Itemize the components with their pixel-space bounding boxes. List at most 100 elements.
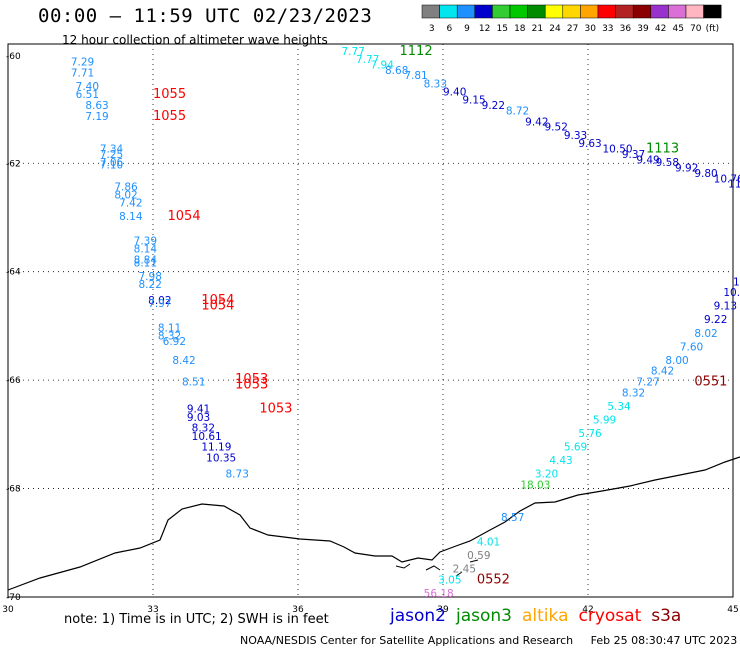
coast-islands <box>395 559 479 577</box>
wave-height-label: 8.42 <box>651 366 674 378</box>
lon-tick-label: 33 <box>147 605 158 615</box>
wave-height-label: 1055 <box>153 109 186 124</box>
coastline <box>7 456 740 591</box>
colorbar-label: 39 <box>637 24 649 34</box>
colorbar-swatch <box>650 4 669 19</box>
colorbar-swatch <box>474 4 493 19</box>
wave-height-label: 8.02 <box>114 190 137 202</box>
wave-height-label: 1053 <box>259 402 292 417</box>
map-frame <box>7 43 734 598</box>
wave-height-label: 8.73 <box>226 469 249 481</box>
wave-height-label: 1053 <box>235 377 268 392</box>
colorbar-label: 21 <box>532 24 543 34</box>
lon-tick-label: 45 <box>727 605 738 615</box>
colorbar-label: 3 <box>429 24 435 34</box>
antarctic-coastline <box>7 456 740 591</box>
colorbar-swatch <box>527 4 546 19</box>
wave-height-label: 0552 <box>477 572 510 587</box>
wave-height-label: 18.03 <box>520 480 550 492</box>
wave-height-label: 9.52 <box>545 122 568 134</box>
wave-height-label: 1112 <box>400 44 433 59</box>
wave-height-label: 3.20 <box>535 469 558 481</box>
colorbar-label: 18 <box>514 24 526 34</box>
satellite-legend-jason3: jason3 <box>456 606 512 626</box>
colorbar-label: 15 <box>496 24 507 34</box>
page-subtitle: 12 hour collection of altimeter wave hei… <box>62 33 328 47</box>
wave-height-label: 9.41 <box>187 404 210 416</box>
wave-height-label: 1053 <box>235 372 268 387</box>
colorbar-label: 24 <box>549 24 561 34</box>
satellite-legend-cryosat: cryosat <box>578 606 642 626</box>
wave-height-label: 8.63 <box>85 100 108 112</box>
colorbar-swatch <box>544 4 564 19</box>
wave-height-label: 4.01 <box>477 536 500 548</box>
wave-height-label: 8.42 <box>172 355 195 367</box>
colorbar-swatch <box>597 4 616 19</box>
wave-height-label: 7.39 <box>134 236 157 248</box>
wave-height-label: 8.72 <box>506 105 529 117</box>
wave-height-label: 7.25 <box>100 149 123 161</box>
wave-height-label: 10.50 <box>603 143 633 155</box>
lon-tick-label: 39 <box>437 605 449 615</box>
satellite-legend-s3a: s3a <box>651 606 682 626</box>
wave-height-label: 8.22 <box>139 279 162 291</box>
colorbar: 3 6 9 12 15 18 21 24 27 30 33 36 39 42 45 70 (ft) <box>421 4 722 34</box>
wave-height-label: 8.02 <box>148 295 171 307</box>
lon-tick-label: 36 <box>292 605 304 615</box>
wave-height-label: 9.63 <box>578 138 601 150</box>
page-title: 00:00 – 11:59 UTC 02/23/2023 <box>38 5 373 27</box>
colorbar-swatch <box>668 4 687 19</box>
wave-height-label: 8.14 <box>119 211 143 223</box>
wave-height-label: 9.80 <box>694 168 717 180</box>
wave-height-label: 8.11 <box>134 257 157 269</box>
colorbar-label: 70 <box>690 24 702 34</box>
colorbar-label: 36 <box>620 24 632 34</box>
wave-height-label: 1054 <box>168 209 201 224</box>
wave-height-label: 0.59 <box>467 550 490 562</box>
colorbar-units: (ft) <box>706 24 720 34</box>
wave-height-label: 1113 <box>646 141 679 156</box>
wave-height-label: 8.32 <box>192 423 215 435</box>
wave-height-label: 5.34 <box>607 401 631 413</box>
wave-height-label: 7.42 <box>119 198 142 210</box>
lon-tick-label: 42 <box>582 605 593 615</box>
wave-height-label: 9.15 <box>462 95 485 107</box>
wave-height-label: 7.29 <box>71 57 94 69</box>
map-grid <box>7 43 734 598</box>
colorbar-swatch <box>439 4 458 19</box>
wave-height-label: 8.68 <box>385 65 408 77</box>
wave-height-label: 6.92 <box>163 336 186 348</box>
wave-height-label: 7.98 <box>139 271 162 283</box>
wave-height-label: 9.42 <box>525 116 548 128</box>
lat-tick-label: -64 <box>6 268 21 278</box>
wave-height-label: 9.22 <box>482 100 505 112</box>
wave-height-label: 8.84 <box>134 255 158 267</box>
wave-height-label: 9.03 <box>187 412 210 424</box>
satellite-legend-jason2: jason2 <box>390 606 446 626</box>
wave-height-label: 7.19 <box>85 111 108 123</box>
colorbar-swatch <box>632 4 652 19</box>
wave-height-label: 10.61 <box>192 431 222 443</box>
wave-height-label: 1055 <box>153 87 186 102</box>
credit-text: NOAA/NESDIS Center for Satellite Applica… <box>240 634 574 647</box>
wave-height-label: 9.92 <box>675 162 698 174</box>
wave-height-label: 10.76 <box>714 173 740 185</box>
wave-height-label: 7.81 <box>404 70 427 82</box>
wave-height-label: 10.65 <box>723 287 740 299</box>
lat-tick-label: -60 <box>6 52 21 62</box>
wave-height-label: 1054 <box>201 293 234 308</box>
lon-tick-label: 30 <box>2 605 14 615</box>
lat-tick-label: -68 <box>6 485 21 495</box>
wave-height-label: 7.34 <box>100 143 124 155</box>
note-text: note: 1) Time is in UTC; 2) SWH is in fe… <box>64 612 329 627</box>
wave-height-label: 9.58 <box>656 157 679 169</box>
generated-timestamp: Feb 25 08:30:47 UTC 2023 <box>590 634 738 647</box>
wave-height-label: 7.27 <box>636 377 659 389</box>
wave-height-label: 8.32 <box>158 330 181 342</box>
wave-height-label: 4.43 <box>549 455 572 467</box>
colorbar-swatch <box>703 4 722 19</box>
colorbar-label: 6 <box>447 24 453 34</box>
wave-height-label: 9.37 <box>622 149 645 161</box>
colorbar-label: 30 <box>584 24 596 34</box>
